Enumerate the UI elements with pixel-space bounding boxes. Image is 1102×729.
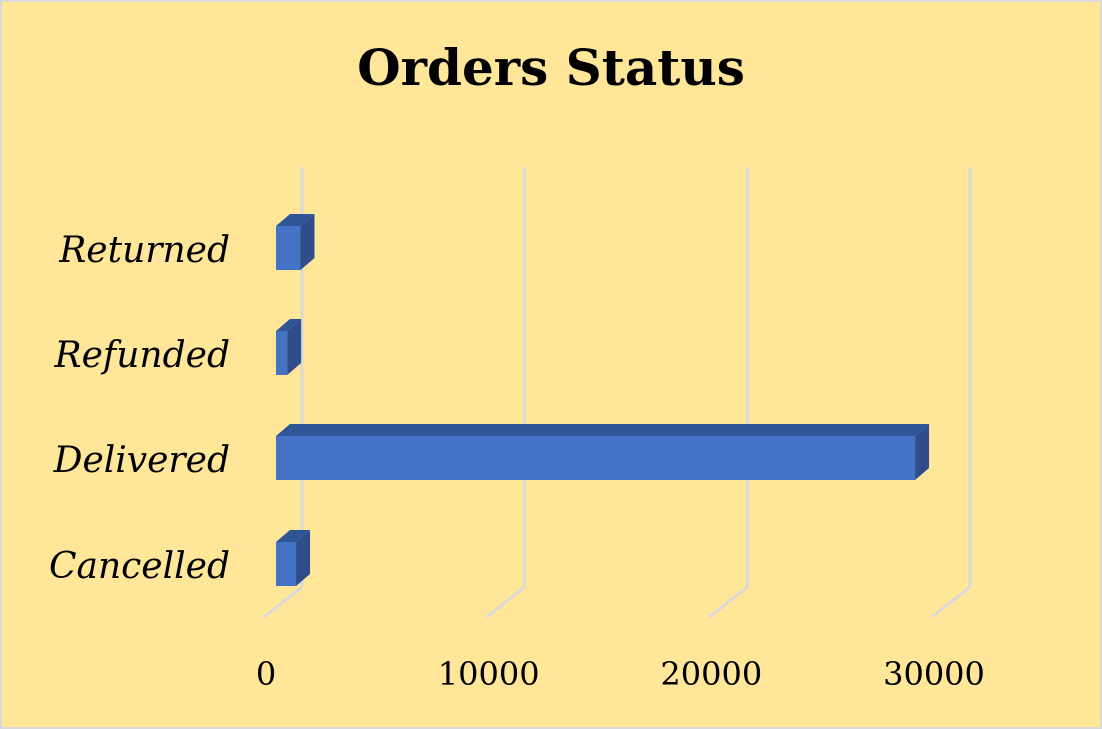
category-label-0: Cancelled: [49, 546, 230, 587]
x-tick-label-3: 30000: [883, 655, 985, 693]
chart-title: Orders Status: [357, 38, 745, 97]
bar-1: [276, 436, 916, 480]
bar-side-1: [915, 424, 930, 480]
bar-top-3: [276, 214, 315, 226]
bar-top-2: [276, 319, 302, 331]
bar-side-3: [300, 214, 315, 270]
x-tick-label-1: 10000: [438, 655, 540, 693]
bar-side-2: [287, 319, 302, 375]
x-tick-label-0: 0: [256, 655, 276, 693]
category-label-2: Refunded: [54, 335, 231, 376]
category-label-1: Delivered: [53, 440, 230, 481]
bar-top-1: [276, 424, 930, 436]
bar-3: [276, 226, 301, 270]
bar-0: [276, 542, 297, 586]
gridline-floor-0: [263, 585, 303, 619]
gridline-floor-1: [485, 585, 526, 619]
gridline-floor-3: [931, 585, 971, 619]
bar-2: [276, 331, 288, 375]
bar-top-0: [276, 530, 311, 542]
category-label-3: Returned: [58, 230, 230, 271]
x-tick-label-2: 20000: [660, 655, 762, 693]
gridline-floor-2: [708, 585, 749, 619]
bar-side-0: [296, 530, 311, 586]
